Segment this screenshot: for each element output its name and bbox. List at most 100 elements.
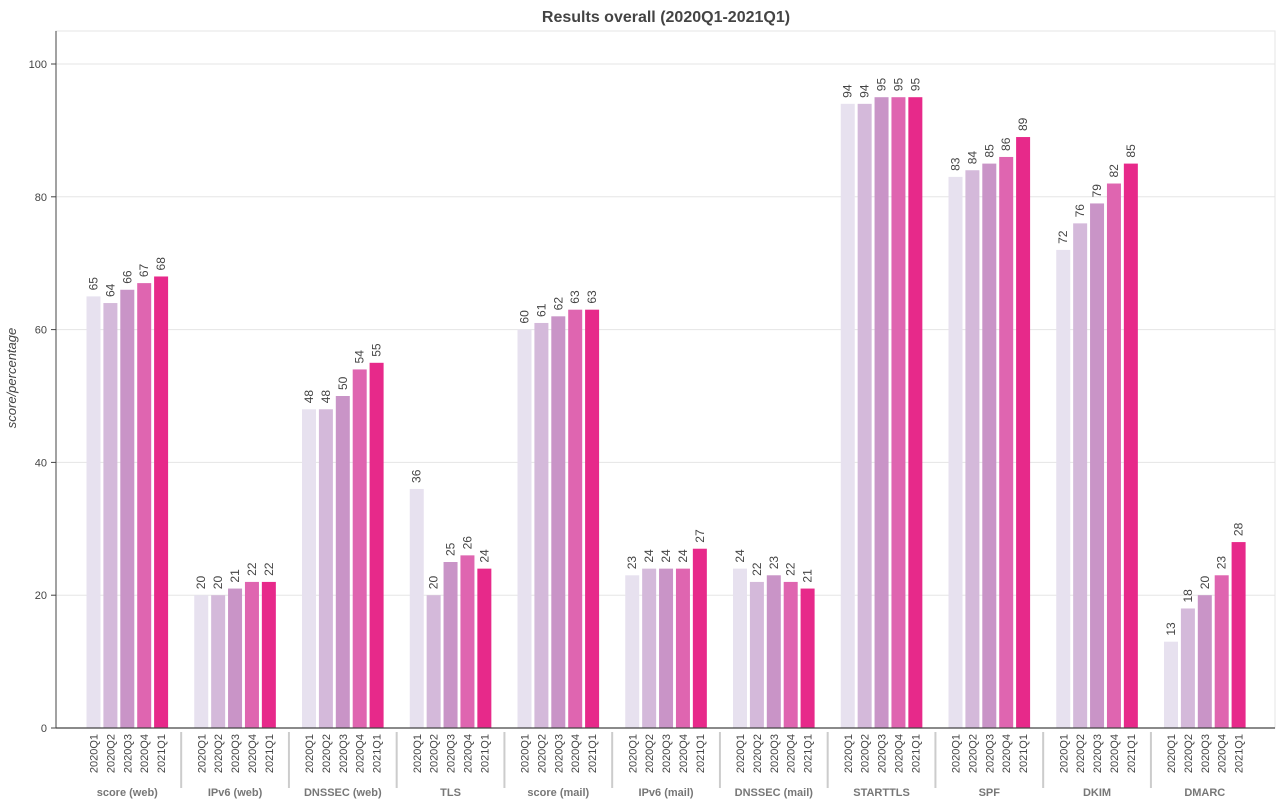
x-tick-label: 2020Q4 — [1001, 734, 1013, 773]
data-label: 63 — [585, 290, 599, 304]
data-label: 61 — [534, 303, 548, 317]
x-tick-label: 2021Q1 — [1018, 734, 1030, 773]
data-label: 63 — [568, 290, 582, 304]
data-label: 48 — [302, 390, 316, 404]
bar — [692, 548, 707, 728]
group-label: IPv6 (mail) — [639, 787, 694, 799]
bar — [154, 276, 169, 728]
x-tick-label: 2020Q1 — [304, 734, 316, 773]
group-label: STARTTLS — [853, 787, 910, 799]
data-label: 23 — [1215, 556, 1229, 570]
data-label: 95 — [891, 78, 905, 92]
data-label: 24 — [642, 549, 656, 563]
x-tick-label: 2020Q1 — [627, 734, 639, 773]
y-tick-labels: 0 20 40 60 80 100 — [29, 59, 56, 735]
bar — [1214, 575, 1229, 728]
bar — [517, 329, 532, 728]
bar — [120, 289, 135, 728]
x-tick-label: 2020Q4 — [462, 734, 474, 773]
x-tick-label: 2021Q1 — [695, 734, 707, 773]
bar — [551, 316, 566, 728]
x-tick-label: 2020Q4 — [786, 734, 798, 773]
bar — [1164, 641, 1178, 728]
data-label: 13 — [1164, 622, 1178, 636]
x-tick-label: 2020Q1 — [1166, 734, 1178, 773]
group-label: DMARC — [1184, 787, 1225, 799]
group-label: DNSSEC (web) — [304, 787, 382, 799]
data-label: 22 — [784, 562, 798, 576]
bar — [194, 595, 209, 728]
y-tick-label: 40 — [35, 457, 47, 469]
bar — [443, 562, 458, 728]
data-label: 68 — [154, 257, 168, 271]
data-label: 64 — [103, 283, 117, 297]
bar — [659, 568, 674, 728]
data-label: 82 — [1107, 164, 1121, 178]
bar — [1123, 163, 1138, 729]
bar — [460, 555, 475, 728]
data-label: 72 — [1056, 230, 1070, 244]
data-label: 84 — [965, 151, 979, 165]
bar — [318, 409, 333, 728]
bar — [86, 296, 101, 728]
x-tick-label: 2020Q4 — [1109, 734, 1121, 773]
bar — [965, 170, 980, 729]
x-tick-label: 2020Q3 — [984, 734, 996, 773]
bar — [642, 568, 657, 728]
x-tick-label: 2021Q1 — [910, 734, 922, 773]
x-tick-label: 2020Q2 — [644, 734, 656, 773]
bar — [908, 97, 923, 728]
x-tick-label: 2020Q3 — [553, 734, 565, 773]
x-tick-label: 2021Q1 — [587, 734, 599, 773]
data-label: 55 — [370, 343, 384, 357]
x-tick-label: 2020Q2 — [536, 734, 548, 773]
bar — [1073, 223, 1088, 729]
data-label: 20 — [211, 576, 225, 590]
bar — [477, 568, 492, 728]
x-tick-label: 2020Q3 — [1200, 734, 1212, 773]
x-tick-label: 2020Q3 — [1092, 734, 1104, 773]
data-label: 85 — [982, 144, 996, 158]
x-tick-label: 2021Q1 — [1126, 734, 1138, 773]
x-tick-label: 2020Q1 — [843, 734, 855, 773]
group-label: TLS — [440, 787, 461, 799]
y-tick-label: 20 — [35, 590, 47, 602]
bar — [103, 303, 118, 728]
data-label: 79 — [1090, 184, 1104, 198]
x-tick-label: 2020Q1 — [196, 734, 208, 773]
data-label: 24 — [659, 549, 673, 563]
x-tick-label: 2020Q2 — [213, 734, 225, 773]
data-label: 22 — [750, 562, 764, 576]
x-tick-label: 2020Q4 — [355, 734, 367, 773]
x-tick-label: 2020Q4 — [570, 734, 582, 773]
bar — [1197, 595, 1212, 728]
x-tick-label: 2020Q4 — [678, 734, 690, 773]
x-tick-label: 2021Q1 — [156, 734, 168, 773]
bar — [948, 176, 963, 728]
data-label: 27 — [693, 529, 707, 543]
x-tick-label: 2020Q2 — [105, 734, 117, 773]
data-label: 22 — [262, 562, 276, 576]
x-tick-label: 2020Q1 — [1058, 734, 1070, 773]
data-label: 89 — [1016, 117, 1030, 131]
bar — [352, 369, 367, 728]
data-label: 65 — [87, 277, 101, 291]
y-axis-label: score/percentage — [4, 328, 19, 428]
y-tick-label: 100 — [29, 59, 47, 71]
x-tick-label: 2020Q3 — [877, 734, 889, 773]
data-label: 67 — [137, 263, 151, 277]
x-tick-label: 2020Q3 — [661, 734, 673, 773]
x-tick-label: 2020Q1 — [520, 734, 532, 773]
bar — [1180, 608, 1195, 728]
x-tick-label: 2020Q4 — [139, 734, 151, 773]
bar — [800, 588, 815, 728]
data-label: 21 — [801, 569, 815, 583]
x-tick-label: 2020Q4 — [1217, 734, 1229, 773]
bar — [766, 575, 781, 728]
bar — [1106, 183, 1121, 728]
x-tick-label: 2020Q3 — [230, 734, 242, 773]
bar — [335, 396, 350, 728]
x-tick-label: 2020Q2 — [321, 734, 333, 773]
data-label: 94 — [858, 84, 872, 98]
bar — [568, 309, 583, 728]
